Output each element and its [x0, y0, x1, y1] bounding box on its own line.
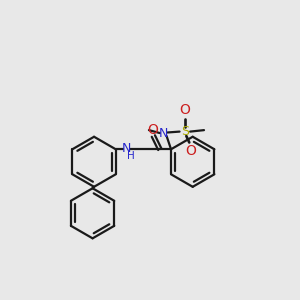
Text: S: S — [181, 125, 189, 138]
Text: N: N — [159, 127, 168, 140]
Text: O: O — [147, 123, 158, 137]
Text: O: O — [185, 144, 196, 158]
Text: O: O — [179, 103, 190, 117]
Text: N: N — [122, 142, 132, 155]
Text: H: H — [127, 151, 134, 161]
